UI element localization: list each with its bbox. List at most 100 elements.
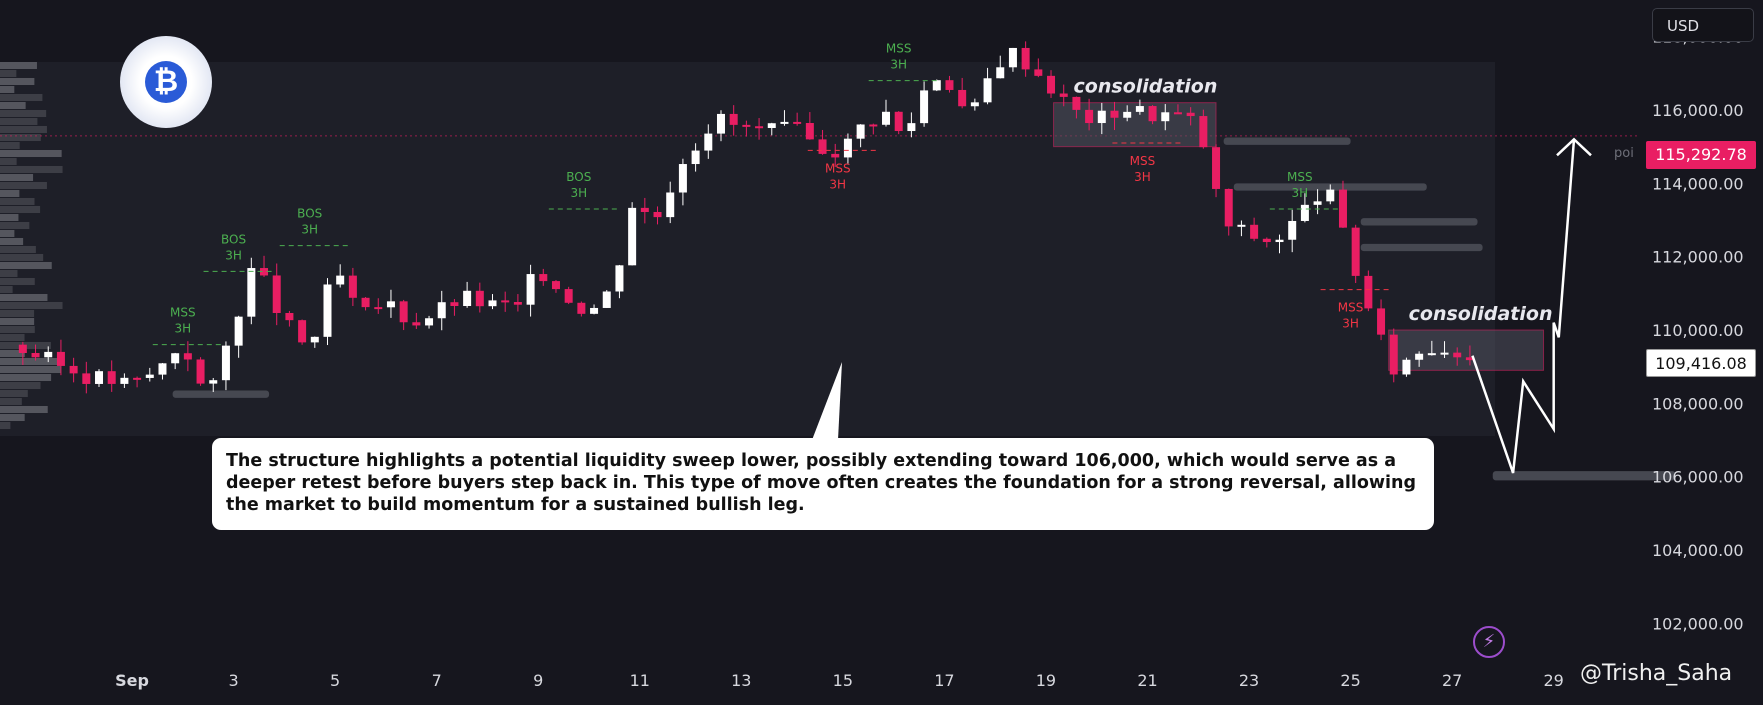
candle-body (82, 373, 91, 384)
volume-profile-bar (0, 158, 17, 165)
candle-body (1072, 96, 1081, 110)
candle-body (590, 307, 599, 314)
structure-label: MSS (886, 42, 912, 56)
volume-profile-bar (0, 414, 25, 421)
candle-body (171, 353, 180, 364)
volume-profile-bar (0, 358, 58, 365)
candle-body (221, 345, 230, 381)
candle-body (120, 377, 129, 384)
volume-profile-bar (0, 190, 20, 197)
zones-layer: consolidation consolidation (172, 76, 1676, 481)
bitcoin-logo-icon: ₿ (120, 36, 212, 128)
volume-profile-bar (0, 94, 43, 101)
volume-profile-bar (0, 126, 47, 133)
candle-body (56, 351, 65, 366)
structure-label: MSS (825, 161, 851, 175)
candle-body (1389, 334, 1398, 375)
candle-body (716, 113, 725, 134)
candle-body (145, 374, 154, 378)
structure-timeframe: 3H (1291, 186, 1308, 200)
candle-body (1135, 106, 1144, 112)
candle-body (475, 290, 484, 307)
volume-profile-bar (0, 334, 25, 341)
volume-profile-bar (0, 318, 35, 325)
x-tick-label: 23 (1239, 671, 1259, 690)
candle-body (31, 353, 40, 358)
y-tick-label: 102,000.00 (1652, 614, 1744, 633)
structure-timeframe: 3H (225, 248, 242, 262)
candle-body (831, 153, 840, 158)
candle-body (69, 365, 78, 374)
structure-label: BOS (566, 170, 591, 184)
volume-profile-bar (0, 374, 52, 381)
candles-layer (18, 41, 1474, 394)
structure-timeframe: 3H (1134, 170, 1151, 184)
y-tick-label: 110,000.00 (1652, 321, 1744, 340)
candle-body (577, 302, 586, 314)
currency-selector[interactable]: USD (1652, 8, 1754, 42)
volume-profile-bar (0, 254, 44, 261)
consolidation-label: consolidation (1074, 76, 1218, 98)
y-tick-label: 116,000.00 (1652, 101, 1744, 120)
candle-body (742, 124, 751, 127)
structure-timeframe: 3H (174, 322, 191, 336)
y-tick-label: 104,000.00 (1652, 541, 1744, 560)
volume-profile-bar (0, 246, 36, 253)
x-tick-label: 17 (934, 671, 954, 690)
candle-body (1351, 227, 1360, 276)
candle-body (450, 302, 459, 306)
liquidity-zone (1492, 471, 1676, 481)
candle-body (209, 380, 218, 384)
candle-body (1097, 110, 1106, 124)
liquidity-zone (1360, 218, 1478, 226)
candle-body (298, 320, 307, 343)
structure-label: MSS (170, 306, 196, 320)
candle-body (640, 207, 649, 213)
structure-label: BOS (221, 232, 246, 246)
candle-body (793, 121, 802, 124)
volume-profile-bar (0, 286, 13, 293)
candle-body (551, 281, 560, 290)
candle-body (1034, 69, 1043, 76)
volume-profile-bar (0, 278, 35, 285)
candle-body (1161, 112, 1170, 122)
volume-profile-bar (0, 86, 15, 93)
candle-body (843, 138, 852, 158)
volume-profile-bar (0, 390, 28, 397)
candle-body (805, 122, 814, 140)
candle-body (260, 268, 269, 276)
candle-body (1110, 110, 1119, 118)
candle-body (323, 284, 332, 337)
candle-body (1237, 224, 1246, 227)
x-axis: Sep 3 5 7 9 11 13 15 17 19 21 23 25 27 29 (115, 671, 1564, 690)
annotations-layer: MSS 3H BOS 3H BOS 3H BOS 3H MSS 3H MSS 3H MSS 3H MSS 3H… (152, 42, 1391, 346)
volume-profile-bar (0, 142, 20, 149)
y-tick-label: 112,000.00 (1652, 248, 1744, 267)
candle-body (539, 274, 548, 282)
candle-body (996, 67, 1005, 79)
highlight-region (0, 62, 1495, 436)
volume-profile-bar (0, 230, 15, 237)
candle-body (1313, 201, 1322, 205)
candle-body (1364, 275, 1373, 309)
candle-body (1275, 239, 1284, 243)
candle-body (1173, 112, 1182, 115)
candle-body (463, 290, 472, 306)
volume-profile-bar (0, 206, 41, 213)
candle-body (1415, 353, 1424, 360)
structure-timeframe: 3H (1342, 317, 1359, 331)
candle-body (666, 192, 675, 218)
structure-timeframe: 3H (570, 186, 587, 200)
candle-body (615, 265, 624, 292)
candle-body (1377, 308, 1386, 335)
consolidation-zone (1388, 329, 1545, 371)
candle-body (1300, 204, 1309, 221)
lightning-icon[interactable]: ⚡ (1473, 626, 1505, 658)
candle-body (437, 302, 446, 319)
candle-body (1453, 352, 1462, 358)
candle-body (970, 102, 979, 107)
candle-body (107, 371, 116, 384)
candle-body (247, 268, 256, 317)
volume-profile-bar (0, 398, 22, 405)
